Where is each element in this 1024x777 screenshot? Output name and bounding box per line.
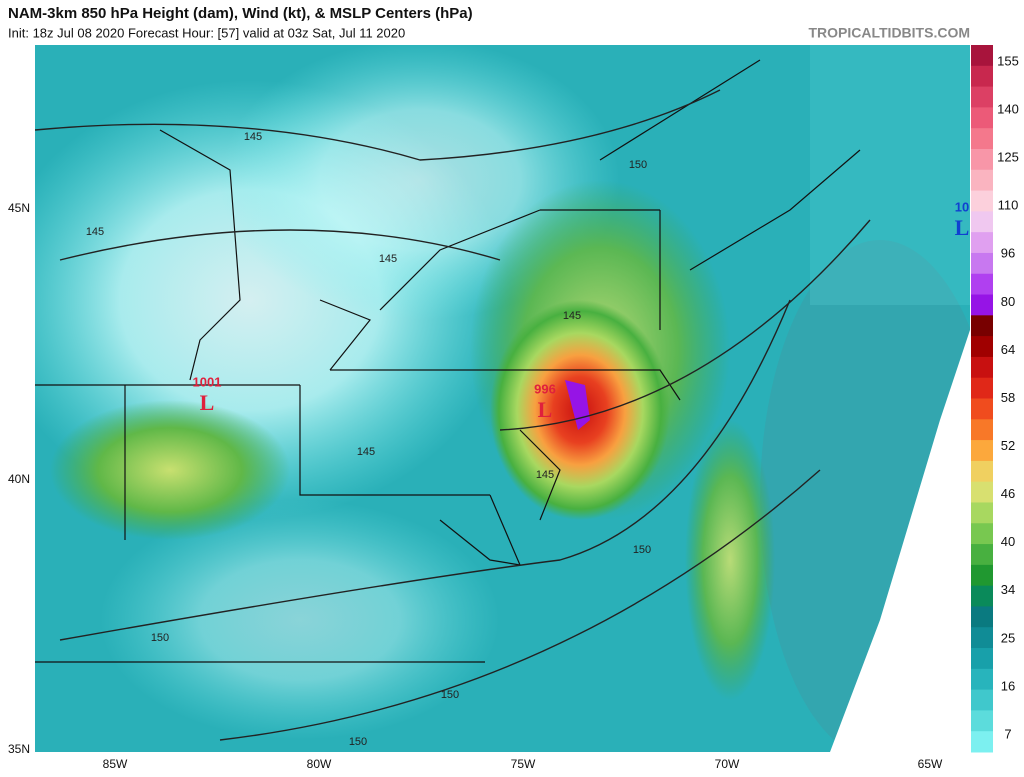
colorbar-swatch	[971, 585, 993, 607]
contour-label: 145	[536, 469, 554, 481]
contour-label: 150	[629, 159, 647, 171]
subtitle: Init: 18z Jul 08 2020 Forecast Hour: [57…	[8, 25, 405, 40]
title: NAM-3km 850 hPa Height (dam), Wind (kt),…	[8, 5, 473, 22]
pressure-symbol: L	[955, 215, 970, 240]
colorbar-swatch	[971, 648, 993, 670]
contour-label: 145	[379, 253, 397, 265]
colorbar-swatch	[971, 294, 993, 316]
contour-label: 150	[633, 544, 651, 556]
pressure-symbol: L	[200, 390, 215, 415]
pressure-value: 1001	[193, 374, 222, 389]
colorbar-swatch	[971, 523, 993, 545]
colorbar-tick-label: 25	[1001, 630, 1015, 645]
colorbar-swatch	[971, 481, 993, 503]
colorbar-tick-label: 16	[1001, 678, 1015, 693]
colorbar-tick-label: 7	[1004, 726, 1011, 741]
lon-label: 85W	[103, 757, 128, 771]
colorbar-swatch	[971, 731, 993, 753]
colorbar-tick-label: 96	[1001, 246, 1015, 261]
colorbar-swatch	[971, 460, 993, 483]
colorbar-swatch	[971, 252, 993, 275]
contour-label: 145	[563, 310, 581, 322]
contour-label: 150	[349, 736, 367, 748]
colorbar-swatch	[971, 107, 993, 129]
colorbar: 155 140 125 110 96 80 64 58 52 46 40 34 25 16 7	[971, 45, 1019, 753]
contour-label: 150	[151, 632, 169, 644]
colorbar-swatch	[971, 169, 993, 192]
colorbar-swatch	[971, 564, 993, 587]
colorbar-tick-label: 64	[1001, 342, 1015, 357]
site-name: TROPICALTIDBITS.COM	[808, 25, 970, 41]
colorbar-swatch	[971, 128, 993, 150]
pressure-symbol: L	[538, 397, 553, 422]
lat-label: 45N	[8, 201, 30, 215]
colorbar-swatch	[971, 86, 993, 108]
contour-label: 145	[86, 226, 104, 238]
lon-label: 65W	[918, 757, 943, 771]
colorbar-tick-label: 46	[1001, 486, 1015, 501]
colorbar-swatch	[971, 232, 993, 254]
colorbar-swatch	[971, 710, 993, 732]
colorbar-swatch	[971, 45, 993, 67]
lat-label: 35N	[8, 742, 30, 756]
colorbar-swatch	[971, 190, 993, 212]
colorbar-swatch	[971, 689, 993, 711]
colorbar-swatch	[971, 606, 993, 628]
colorbar-swatch	[971, 356, 993, 379]
colorbar-tick-label: 110	[998, 198, 1019, 213]
colorbar-swatch	[971, 419, 993, 441]
colorbar-swatch	[971, 377, 993, 399]
map	[35, 45, 970, 752]
colorbar-tick-label: 140	[997, 102, 1019, 117]
colorbar-swatch	[971, 336, 993, 358]
lat-label: 40N	[8, 472, 30, 486]
colorbar-swatch	[971, 668, 993, 691]
pressure-value: 996	[534, 381, 556, 396]
colorbar-swatch	[971, 544, 993, 566]
pressure-value: 10	[955, 199, 969, 214]
lon-label: 80W	[307, 757, 332, 771]
lon-label: 75W	[511, 757, 536, 771]
lon-label: 70W	[715, 757, 740, 771]
colorbar-tick-label: 155	[997, 53, 1019, 68]
colorbar-tick-label: 125	[997, 150, 1019, 165]
colorbar-tick-label: 34	[1001, 582, 1015, 597]
colorbar-swatch	[971, 273, 993, 296]
colorbar-swatch	[971, 315, 993, 337]
colorbar-swatch	[971, 211, 993, 233]
colorbar-tick-label: 58	[1001, 390, 1015, 405]
colorbar-swatch	[971, 65, 993, 88]
colorbar-tick-label: 52	[1001, 438, 1015, 453]
colorbar-swatch	[971, 148, 993, 171]
colorbar-swatch	[971, 627, 993, 649]
contour-label: 145	[357, 446, 375, 458]
colorbar-swatch	[971, 398, 993, 420]
colorbar-tick-label: 80	[1001, 294, 1015, 309]
contour-label: 150	[441, 689, 459, 701]
contour-label: 145	[244, 131, 262, 143]
colorbar-tick-label: 40	[1001, 534, 1015, 549]
colorbar-swatch	[971, 440, 993, 462]
colorbar-swatch	[971, 502, 993, 524]
